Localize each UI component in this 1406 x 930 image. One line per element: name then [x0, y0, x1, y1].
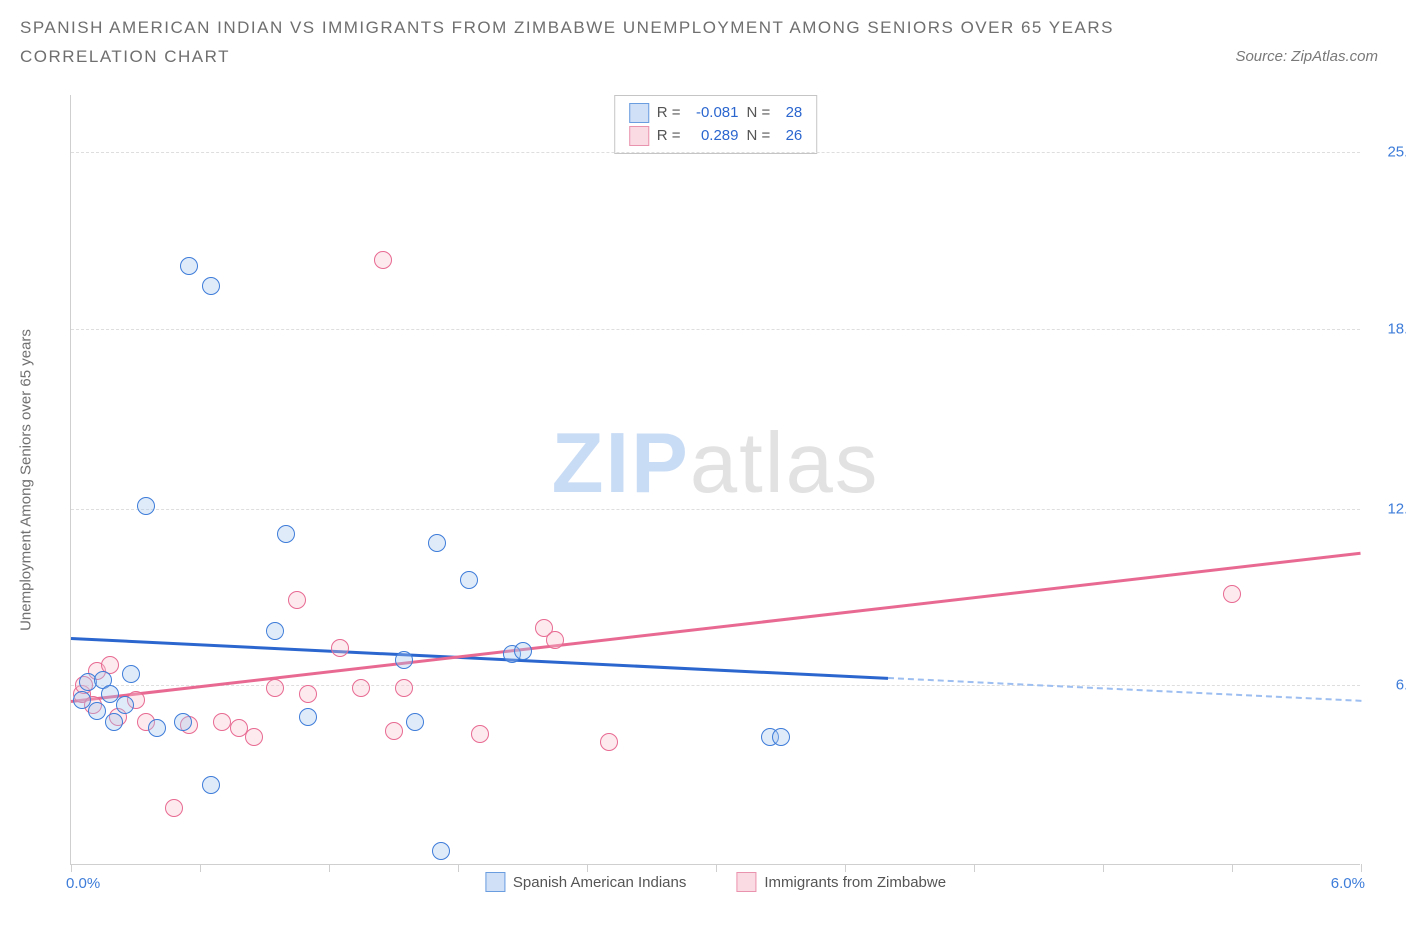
scatter-point — [428, 534, 446, 552]
gridline — [71, 509, 1360, 510]
scatter-point — [352, 679, 370, 697]
scatter-point — [331, 639, 349, 657]
bottom-legend: Spanish American Indians Immigrants from… — [485, 872, 946, 892]
scatter-point — [266, 679, 284, 697]
n-label: N = — [747, 102, 771, 125]
scatter-point — [772, 728, 790, 746]
scatter-point — [546, 631, 564, 649]
watermark-atlas: atlas — [690, 416, 880, 511]
n-label: N = — [747, 125, 771, 148]
y-tick-label: 25.0% — [1370, 144, 1406, 161]
scatter-point — [385, 722, 403, 740]
n-value: 26 — [778, 125, 802, 148]
legend-label: Immigrants from Zimbabwe — [764, 874, 946, 891]
y-axis-title: Unemployment Among Seniors over 65 years — [18, 329, 35, 631]
r-value: 0.289 — [689, 125, 739, 148]
scatter-point — [460, 571, 478, 589]
r-value: -0.081 — [689, 102, 739, 125]
scatter-point — [374, 251, 392, 269]
watermark-zip: ZIP — [552, 416, 690, 511]
scatter-point — [514, 642, 532, 660]
scatter-point — [88, 702, 106, 720]
swatch-icon — [485, 872, 505, 892]
y-tick-label: 18.8% — [1370, 320, 1406, 337]
scatter-point — [202, 277, 220, 295]
scatter-point — [148, 719, 166, 737]
trendline — [71, 637, 888, 680]
scatter-point — [202, 776, 220, 794]
swatch-icon — [629, 103, 649, 123]
stats-row-pink: R = 0.289 N = 26 — [629, 125, 803, 148]
scatter-point — [288, 591, 306, 609]
scatter-point — [432, 842, 450, 860]
x-tick — [458, 864, 459, 872]
legend-label: Spanish American Indians — [513, 874, 686, 891]
scatter-point — [395, 679, 413, 697]
scatter-point — [277, 525, 295, 543]
scatter-point — [299, 708, 317, 726]
legend-item-pink: Immigrants from Zimbabwe — [736, 872, 946, 892]
x-axis-max-label: 6.0% — [1331, 875, 1365, 892]
swatch-icon — [736, 872, 756, 892]
scatter-point — [406, 713, 424, 731]
gridline — [71, 329, 1360, 330]
y-tick-label: 6.3% — [1370, 677, 1406, 694]
gridline — [71, 152, 1360, 153]
scatter-plot-area: ZIPatlas Unemployment Among Seniors over… — [70, 95, 1360, 865]
scatter-point — [116, 696, 134, 714]
scatter-point — [1223, 585, 1241, 603]
gridline — [71, 685, 1360, 686]
scatter-point — [245, 728, 263, 746]
stats-row-blue: R = -0.081 N = 28 — [629, 102, 803, 125]
scatter-point — [395, 651, 413, 669]
correlation-stats-box: R = -0.081 N = 28 R = 0.289 N = 26 — [614, 95, 818, 154]
x-tick — [200, 864, 201, 872]
scatter-point — [180, 257, 198, 275]
x-tick — [1103, 864, 1104, 872]
scatter-point — [266, 622, 284, 640]
scatter-point — [105, 713, 123, 731]
x-tick — [845, 864, 846, 872]
scatter-point — [165, 799, 183, 817]
scatter-point — [600, 733, 618, 751]
trendline — [71, 551, 1361, 702]
scatter-point — [137, 497, 155, 515]
x-tick — [329, 864, 330, 872]
scatter-point — [213, 713, 231, 731]
x-tick — [1361, 864, 1362, 872]
scatter-point — [122, 665, 140, 683]
y-tick-label: 12.5% — [1370, 500, 1406, 517]
source-attribution: Source: ZipAtlas.com — [1235, 48, 1378, 65]
x-tick — [587, 864, 588, 872]
r-label: R = — [657, 102, 681, 125]
scatter-point — [471, 725, 489, 743]
x-tick — [71, 864, 72, 872]
r-label: R = — [657, 125, 681, 148]
x-tick — [716, 864, 717, 872]
x-tick — [974, 864, 975, 872]
scatter-point — [299, 685, 317, 703]
x-axis-min-label: 0.0% — [66, 875, 100, 892]
n-value: 28 — [778, 102, 802, 125]
watermark: ZIPatlas — [552, 415, 880, 513]
legend-item-blue: Spanish American Indians — [485, 872, 686, 892]
scatter-point — [174, 713, 192, 731]
trendline — [888, 677, 1361, 702]
swatch-icon — [629, 126, 649, 146]
x-tick — [1232, 864, 1233, 872]
chart-title: SPANISH AMERICAN INDIAN VS IMMIGRANTS FR… — [20, 14, 1120, 72]
